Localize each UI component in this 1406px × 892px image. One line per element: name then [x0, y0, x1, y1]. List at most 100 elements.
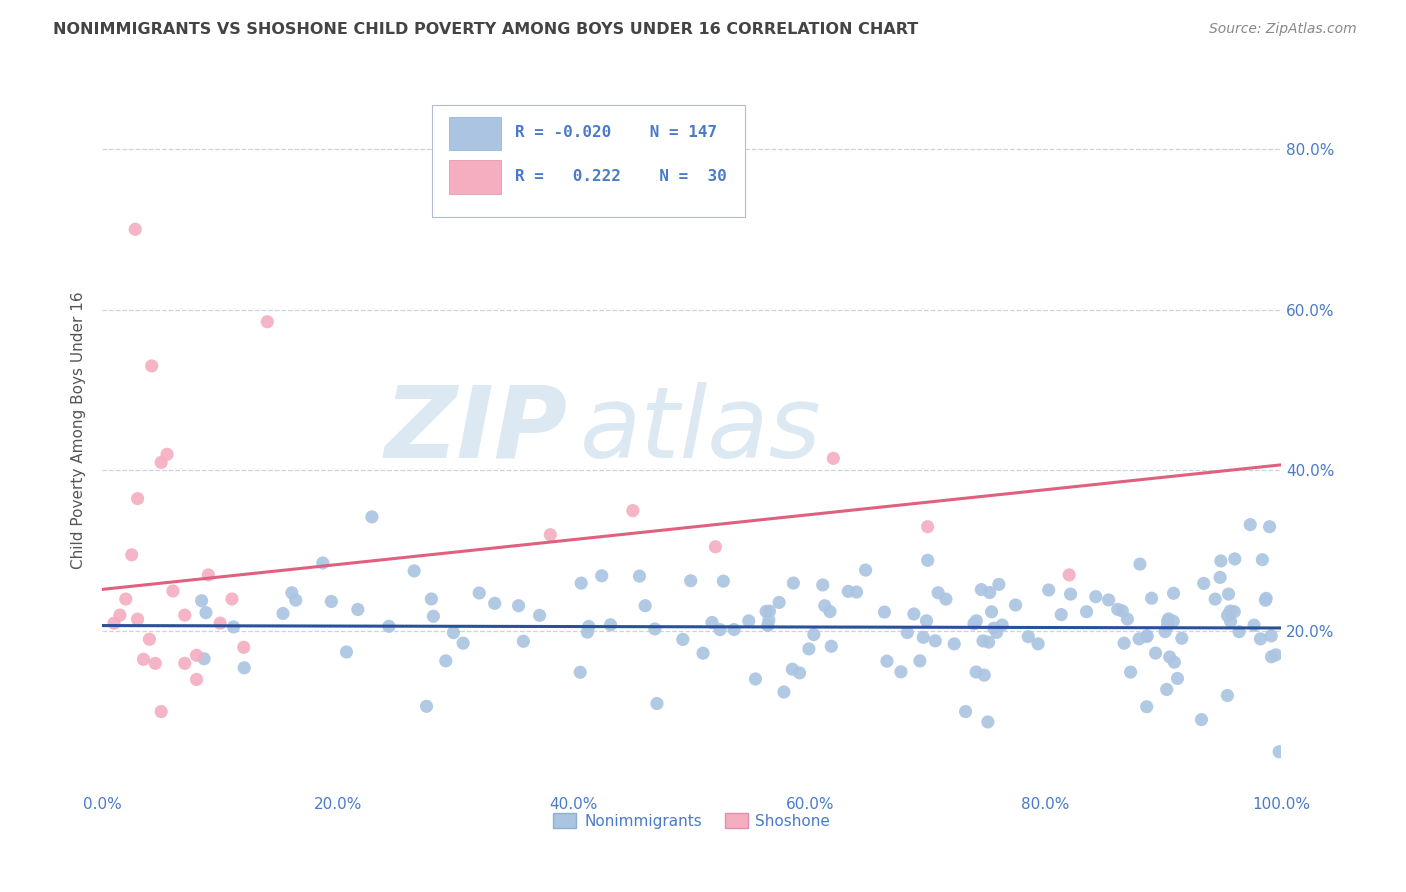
Point: [378, 619, 401, 633]
Point: [222, 620, 245, 634]
Point: [569, 576, 592, 591]
Point: [1026, 637, 1049, 651]
Point: [1260, 629, 1282, 643]
Point: [768, 595, 790, 609]
Point: [1161, 614, 1184, 628]
Point: [628, 569, 651, 583]
Point: [422, 609, 444, 624]
Point: [127, 491, 149, 506]
Point: [977, 635, 1000, 649]
Point: [782, 576, 804, 591]
Point: [162, 584, 184, 599]
FancyBboxPatch shape: [433, 104, 745, 217]
Point: [789, 665, 811, 680]
Point: [1116, 612, 1139, 626]
Point: [1216, 689, 1239, 703]
Point: [1038, 582, 1060, 597]
Point: [1129, 557, 1152, 571]
Point: [645, 697, 668, 711]
Point: [692, 646, 714, 660]
Point: [591, 568, 613, 582]
Point: [1219, 604, 1241, 618]
Point: [193, 652, 215, 666]
Point: [820, 639, 842, 653]
Point: [1107, 602, 1129, 616]
Point: [404, 564, 426, 578]
Point: [991, 618, 1014, 632]
Point: [979, 585, 1001, 599]
Point: [873, 605, 896, 619]
Point: [1166, 672, 1188, 686]
Point: [634, 599, 657, 613]
Y-axis label: Child Poverty Among Boys Under 16: Child Poverty Among Boys Under 16: [72, 292, 86, 569]
Text: ZIP: ZIP: [385, 382, 568, 479]
Point: [672, 632, 695, 647]
Point: [704, 540, 727, 554]
Point: [755, 604, 778, 618]
Point: [811, 578, 834, 592]
Point: [927, 586, 949, 600]
Point: [1156, 619, 1178, 633]
Point: [443, 625, 465, 640]
FancyBboxPatch shape: [449, 117, 501, 150]
Point: [621, 503, 644, 517]
Point: [1204, 592, 1226, 607]
Text: NONIMMIGRANTS VS SHOSHONE CHILD POVERTY AMONG BOYS UNDER 16 CORRELATION CHART: NONIMMIGRANTS VS SHOSHONE CHILD POVERTY …: [53, 22, 918, 37]
Point: [1216, 608, 1239, 623]
Point: [335, 645, 357, 659]
Point: [1249, 632, 1271, 646]
Point: [578, 619, 600, 633]
Point: [818, 605, 841, 619]
Point: [1256, 591, 1278, 606]
Point: [709, 623, 731, 637]
Point: [963, 616, 986, 631]
Point: [1223, 552, 1246, 566]
Point: [1144, 646, 1167, 660]
Point: [1119, 665, 1142, 679]
Point: [1059, 587, 1081, 601]
Point: [977, 714, 1000, 729]
Point: [935, 592, 957, 607]
Point: [1258, 519, 1281, 533]
Point: [173, 608, 195, 623]
Point: [1017, 630, 1039, 644]
Point: [186, 673, 208, 687]
Point: [1227, 624, 1250, 639]
Point: [127, 612, 149, 626]
Point: [1218, 587, 1240, 601]
Point: [150, 705, 173, 719]
Point: [150, 455, 173, 469]
Point: [451, 636, 474, 650]
Point: [1076, 605, 1098, 619]
Point: [1192, 576, 1215, 591]
Point: [986, 625, 1008, 640]
Point: [108, 608, 131, 623]
Point: [943, 637, 966, 651]
Point: [845, 585, 868, 599]
Point: [1171, 632, 1194, 646]
Text: atlas: atlas: [579, 382, 821, 479]
Point: [141, 359, 163, 373]
Point: [837, 584, 859, 599]
Point: [1128, 632, 1150, 646]
Point: [194, 606, 217, 620]
Point: [124, 222, 146, 236]
Point: [758, 613, 780, 627]
Point: [1111, 604, 1133, 618]
Point: [232, 640, 254, 655]
Point: [576, 625, 599, 640]
Point: [758, 604, 780, 618]
Point: [1264, 648, 1286, 662]
Point: [924, 633, 946, 648]
Point: [1084, 590, 1107, 604]
Point: [970, 582, 993, 597]
Point: [1157, 612, 1180, 626]
Point: [756, 618, 779, 632]
Point: [132, 652, 155, 666]
Point: [538, 527, 561, 541]
Point: [271, 607, 294, 621]
Point: [1239, 517, 1261, 532]
Point: [420, 592, 443, 607]
Point: [281, 586, 304, 600]
Point: [173, 657, 195, 671]
